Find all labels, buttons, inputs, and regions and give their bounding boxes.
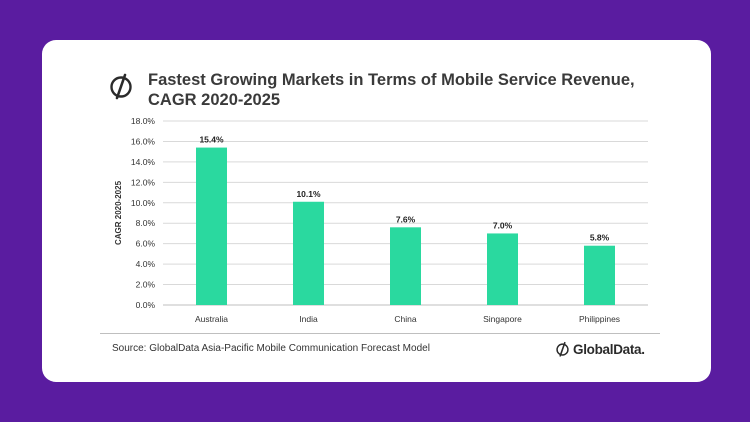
y-tick-label: 18.0% bbox=[131, 116, 156, 126]
y-tick-label: 12.0% bbox=[131, 177, 156, 187]
bar bbox=[293, 201, 324, 305]
x-tick-label: Philippines bbox=[579, 314, 620, 324]
x-tick-label: China bbox=[394, 314, 416, 324]
y-tick-label: 10.0% bbox=[131, 198, 156, 208]
bar bbox=[487, 233, 518, 305]
y-tick-label: 4.0% bbox=[136, 259, 156, 269]
bar bbox=[196, 147, 227, 305]
brand-logo: GlobalData. bbox=[555, 340, 645, 358]
chart-title-line-2: CAGR 2020-2025 bbox=[148, 91, 281, 109]
chart-panel bbox=[88, 58, 666, 366]
y-tick-label: 14.0% bbox=[131, 157, 156, 167]
data-label: 15.4% bbox=[199, 135, 224, 145]
y-tick-label: 8.0% bbox=[136, 218, 156, 228]
data-label: 5.8% bbox=[590, 233, 610, 243]
x-tick-label: Australia bbox=[195, 314, 228, 324]
footer-divider bbox=[100, 333, 660, 334]
data-label: 7.6% bbox=[396, 214, 416, 224]
bar bbox=[584, 245, 615, 305]
source-note: Source: GlobalData Asia-Pacific Mobile C… bbox=[112, 343, 430, 354]
brand-name: GlobalData. bbox=[573, 341, 645, 357]
y-tick-label: 2.0% bbox=[136, 280, 156, 290]
y-axis-label: CAGR 2020-2025 bbox=[114, 180, 123, 245]
chart-title-line-1: Fastest Growing Markets in Terms of Mobi… bbox=[148, 71, 635, 89]
y-tick-label: 16.0% bbox=[131, 136, 156, 146]
bar bbox=[390, 227, 421, 305]
globaldata-logo-icon bbox=[110, 73, 132, 100]
x-tick-label: Singapore bbox=[483, 314, 522, 324]
data-label: 10.1% bbox=[296, 189, 321, 199]
data-label: 7.0% bbox=[493, 220, 513, 230]
y-tick-label: 0.0% bbox=[136, 300, 156, 310]
brand-mark-icon bbox=[556, 341, 569, 357]
chart-title: Fastest Growing Markets in Terms of Mobi… bbox=[148, 70, 648, 110]
x-tick-label: India bbox=[299, 314, 318, 324]
y-tick-label: 6.0% bbox=[136, 239, 156, 249]
